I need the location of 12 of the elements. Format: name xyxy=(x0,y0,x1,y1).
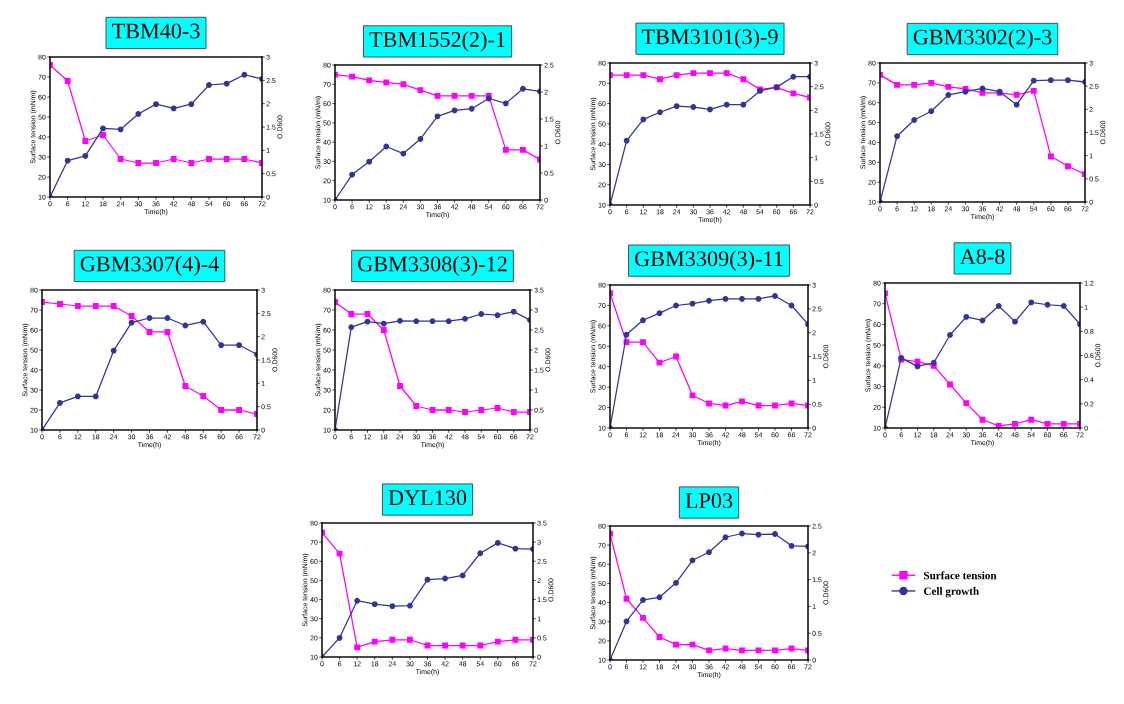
chart-title: TBM3101(3)-9 xyxy=(641,28,778,49)
chart-title: GBM3309(3)-11 xyxy=(635,250,783,271)
chart-title: DYL130 xyxy=(388,490,467,506)
chart-title: LP03 xyxy=(685,493,733,509)
chart-title: TBM1552(2)-1 xyxy=(369,31,505,52)
chart-title: A8-8 xyxy=(959,248,1005,264)
chart-title: GBM3302(2)-3 xyxy=(913,28,1052,50)
legend-label: Surface tension xyxy=(924,571,997,580)
chart-title: TBM40-3 xyxy=(111,23,200,39)
legend-label: Cell growth xyxy=(923,587,979,598)
chart-title: GBM3308(3)-12 xyxy=(358,255,507,276)
chart-title: GBM3307(4)-4 xyxy=(80,255,219,276)
